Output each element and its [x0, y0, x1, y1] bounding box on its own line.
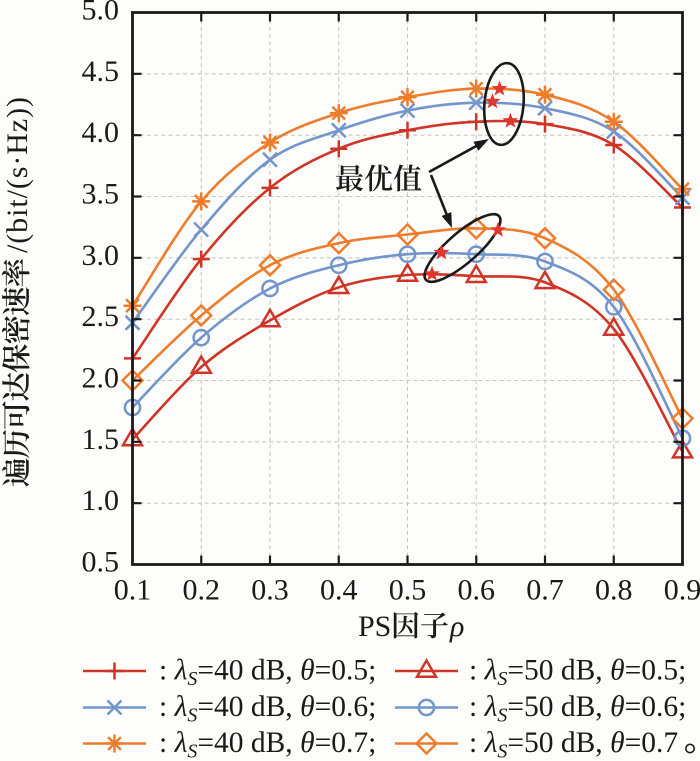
svg-text:4.5: 4.5 [82, 55, 120, 88]
svg-text:ρ: ρ [449, 610, 464, 643]
svg-text:0.1: 0.1 [114, 574, 152, 607]
svg-text:0.5: 0.5 [82, 546, 120, 579]
svg-text:3.0: 3.0 [82, 239, 120, 272]
svg-text:PS: PS [358, 610, 391, 643]
svg-text:: λS=40 dB, θ=0.5;: : λS=40 dB, θ=0.5; [159, 655, 376, 691]
svg-text:0.8: 0.8 [595, 574, 633, 607]
svg-text:1.5: 1.5 [82, 423, 120, 456]
svg-text:0.2: 0.2 [182, 574, 220, 607]
svg-text:5.0: 5.0 [82, 0, 120, 27]
svg-text:0.7: 0.7 [526, 574, 564, 607]
svg-text:2.5: 2.5 [82, 300, 120, 333]
svg-text:2.0: 2.0 [82, 362, 120, 395]
svg-text:/(bit/(s·Hz)): /(bit/(s·Hz)) [1, 97, 34, 253]
svg-text:3.5: 3.5 [82, 178, 120, 211]
svg-text:0.9: 0.9 [664, 574, 700, 607]
svg-text:0.6: 0.6 [457, 574, 495, 607]
svg-text:0.5: 0.5 [389, 574, 427, 607]
svg-text:0.4: 0.4 [320, 574, 358, 607]
svg-text:1.0: 1.0 [82, 484, 120, 517]
svg-text:4.0: 4.0 [82, 116, 120, 149]
svg-text:0.3: 0.3 [251, 574, 289, 607]
